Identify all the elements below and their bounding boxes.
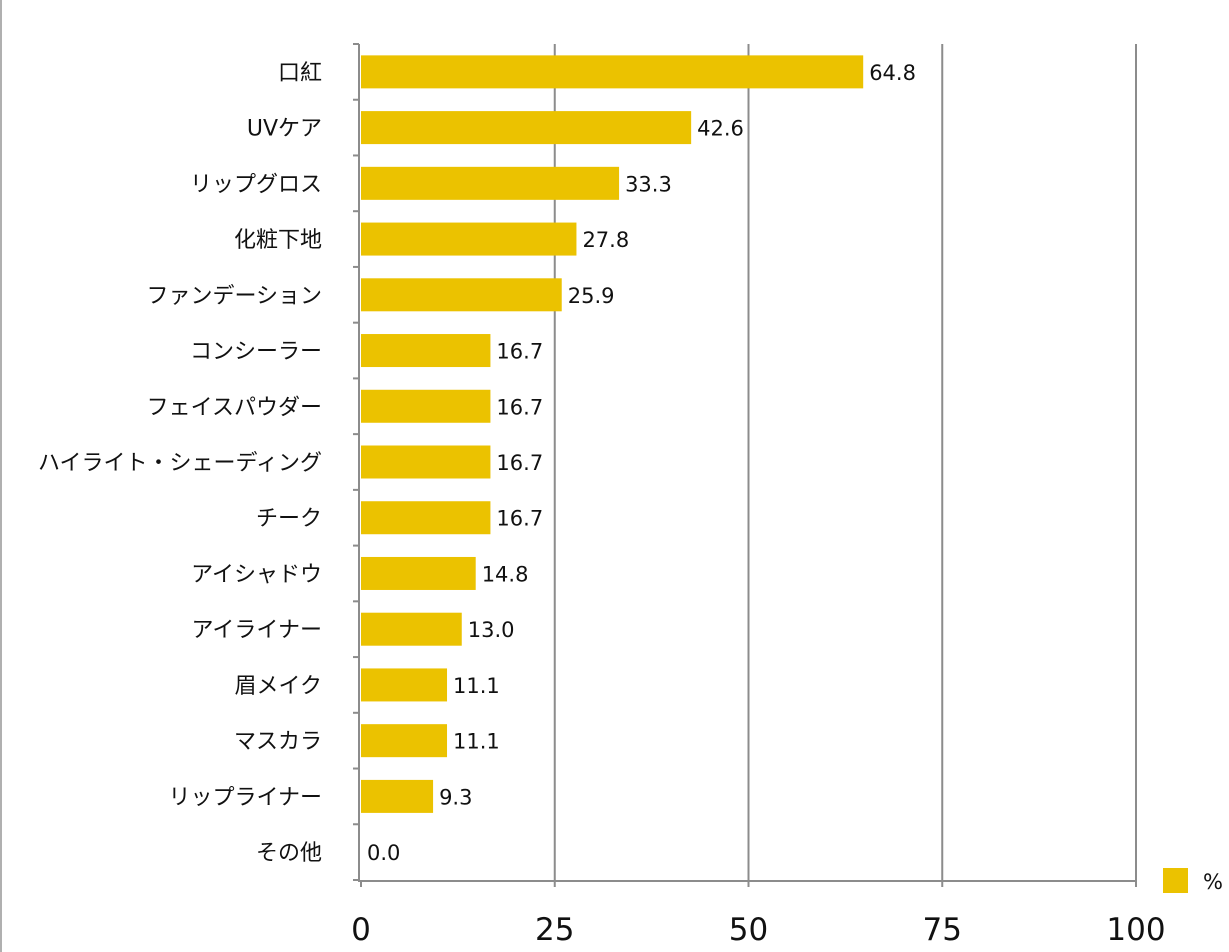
category-label: UVケア [247, 117, 322, 142]
axes [353, 43, 1137, 887]
gridlines [553, 44, 1137, 880]
bar [361, 278, 562, 312]
bar [361, 668, 448, 702]
bar [361, 445, 491, 479]
category-label: その他 [256, 841, 322, 866]
category-label: ファンデーション [146, 284, 322, 309]
bar [361, 389, 491, 423]
value-label: 11.1 [453, 730, 500, 754]
category-label: ハイライト・シェーディング [38, 451, 322, 476]
legend: % [1163, 868, 1223, 894]
legend-swatch [1163, 868, 1188, 893]
value-label: 9.3 [439, 785, 472, 809]
x-tick-label: 25 [535, 912, 574, 948]
legend-label: % [1203, 870, 1223, 894]
value-label: 13.0 [468, 618, 515, 642]
value-label: 25.9 [568, 284, 615, 308]
category-label: マスカラ [234, 730, 322, 755]
x-tick-labels: 0 25 50 75 100 [351, 912, 1165, 948]
bar [361, 111, 692, 145]
category-labels: 口紅 UVケアリップグロス化粧下地ファンデーションコンシーラーフェイスパウダーハイ… [38, 61, 322, 866]
bar [361, 779, 434, 813]
bar [361, 612, 462, 646]
page-left-border [0, 0, 2, 952]
x-tick-label: 100 [1106, 912, 1165, 948]
bar [361, 334, 491, 368]
value-label: 16.7 [496, 507, 543, 531]
value-label: 64.8 [869, 61, 916, 85]
value-label: 11.1 [453, 674, 500, 698]
value-label: 42.6 [697, 117, 744, 141]
value-label: 16.7 [496, 395, 543, 419]
bar [361, 501, 491, 535]
category-label: 口紅 [278, 61, 322, 86]
category-label: リップグロス [190, 172, 322, 197]
bar [361, 222, 577, 256]
value-label: 14.8 [482, 562, 529, 586]
bar [361, 724, 448, 758]
bar [361, 55, 864, 89]
category-label: フェイスパウダー [147, 395, 322, 420]
category-label: チーク [256, 507, 322, 532]
category-label: アイシャドウ [191, 562, 322, 587]
value-labels: 64.8 42.6 33.3 27.8 25.9 16.7 16.7 16.7 16.7 14.8… [367, 61, 916, 865]
x-tick-label: 75 [923, 912, 962, 948]
value-label: 16.7 [496, 340, 543, 364]
category-label: リップライナー [168, 785, 322, 810]
value-label: 33.3 [625, 172, 672, 196]
bars [361, 55, 864, 813]
bar [361, 556, 476, 590]
value-label: 27.8 [582, 228, 629, 252]
category-label: コンシーラー [190, 340, 322, 365]
value-label: 0.0 [367, 841, 400, 865]
bar [361, 166, 620, 200]
x-tick-label: 0 [351, 912, 371, 948]
value-label: 16.7 [496, 451, 543, 475]
x-tick-label: 50 [729, 912, 768, 948]
category-label: アイライナー [192, 618, 322, 643]
category-label: 眉メイク [234, 674, 322, 699]
category-label: 化粧下地 [234, 228, 322, 253]
